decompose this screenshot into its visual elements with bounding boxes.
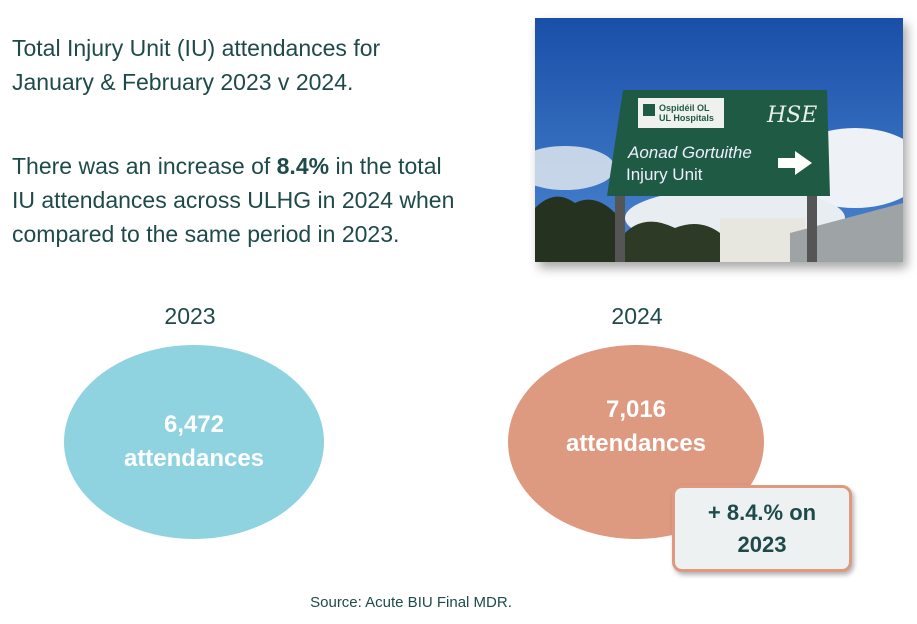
attendance-value-2024: 7,016 [605, 396, 667, 423]
callout-line-2: 2023 [737, 531, 787, 557]
summary-line-3: compared to the same period in 2023. [12, 221, 400, 247]
logo-text-2: UL Hospitals [659, 113, 714, 123]
callout-line-1: + 8.4.% on [707, 499, 817, 525]
source-note: Source: Acute BIU Final MDR. [310, 594, 512, 611]
summary-post: in the total [329, 153, 442, 179]
attendance-value-2023: 6,472 [163, 411, 225, 438]
sign-irish-text: Aonad Gortuithe [627, 143, 752, 162]
attendance-bubble-2023: 6,472 attendances [64, 345, 324, 539]
year-label-2023: 2023 [164, 303, 216, 329]
hse-logo: HSE [766, 103, 817, 128]
logo-text: Ospidéil OL [659, 103, 710, 113]
photo-illustration: Ospidéil OL UL Hospitals HSE Aonad Gortu… [535, 18, 903, 262]
arrow-right-icon [778, 151, 812, 175]
summary-text: There was an increase of 8.4% in the tot… [12, 149, 454, 251]
summary-line-2: IU attendances across ULHG in 2024 when [12, 187, 455, 213]
sign-english-text: Injury Unit [626, 165, 703, 184]
intro-text: Total Injury Unit (IU) attendances for J… [12, 31, 380, 99]
attendance-unit-2024: attendances [565, 430, 707, 457]
attendance-unit-2023: attendances [123, 445, 265, 472]
injury-unit-sign-photo: Ospidéil OL UL Hospitals HSE Aonad Gortu… [535, 18, 903, 262]
summary-pre: There was an increase of [12, 153, 277, 179]
summary-highlight: 8.4% [276, 153, 330, 179]
intro-line-1: Total Injury Unit (IU) attendances for [12, 35, 381, 61]
intro-line-2: January & February 2023 v 2024. [12, 69, 354, 95]
year-label-2024: 2024 [611, 303, 663, 329]
summary-line-1: There was an increase of 8.4% in the tot… [12, 149, 454, 183]
increase-callout: + 8.4.% on 2023 [672, 485, 852, 572]
